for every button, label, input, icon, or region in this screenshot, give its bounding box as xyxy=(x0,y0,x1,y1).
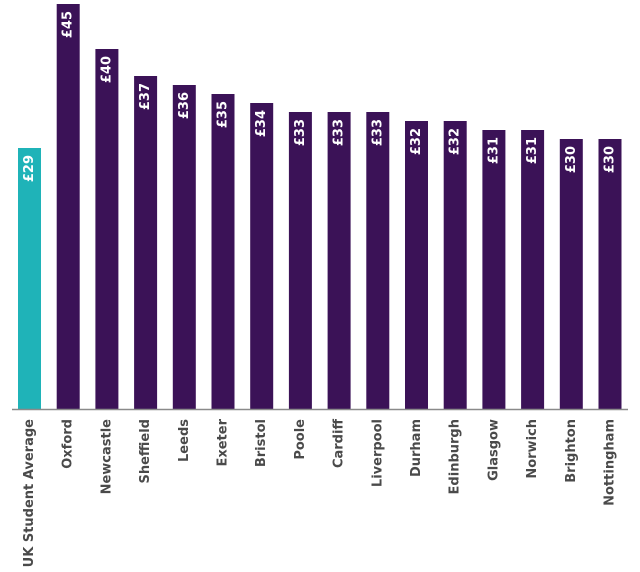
category-label: Glasgow xyxy=(486,419,501,481)
value-label: £31 xyxy=(486,137,501,164)
bar-exeter xyxy=(211,94,235,409)
bar-durham xyxy=(405,121,428,409)
category-label: Sheffield xyxy=(138,419,153,484)
bar-nottingham xyxy=(598,139,622,409)
category-label: Newcastle xyxy=(99,419,114,495)
bar-sheffield xyxy=(134,76,158,409)
bar-brighton xyxy=(559,139,583,409)
bar-norwich xyxy=(521,130,545,409)
value-label: £45 xyxy=(61,11,76,38)
bar-leeds xyxy=(172,85,196,409)
category-label: Norwich xyxy=(525,419,540,479)
category-label: Bristol xyxy=(254,419,269,467)
category-label: UK Student Average xyxy=(22,419,37,567)
category-labels-group: UK Student Average Oxford Newcastle Sheffie… xyxy=(22,418,618,567)
category-label: Leeds xyxy=(177,419,192,462)
category-label: Brighton xyxy=(564,419,579,483)
category-label: Exeter xyxy=(216,418,231,466)
value-label: £29 xyxy=(22,155,37,182)
value-label: £31 xyxy=(525,137,540,164)
category-label: Oxford xyxy=(61,419,76,469)
bars-group: £29 £45 £40 £37 £36 £35 £34 £33 £33 £33 £32 £32 £31 £… xyxy=(18,4,622,409)
bar-oxford xyxy=(56,4,80,409)
category-label: Poole xyxy=(293,419,308,460)
value-label: £30 xyxy=(564,146,579,173)
value-label: £34 xyxy=(254,110,269,137)
value-label: £37 xyxy=(138,83,153,110)
category-label: Durham xyxy=(409,419,424,477)
bar-uk-student-average xyxy=(18,148,41,409)
bar-bristol xyxy=(250,103,274,409)
category-label: Edinburgh xyxy=(448,419,463,494)
category-label: Liverpool xyxy=(370,419,385,487)
value-label: £40 xyxy=(99,56,114,83)
value-label: £36 xyxy=(177,92,192,119)
bar-edinburgh xyxy=(443,121,467,409)
bar-cardiff xyxy=(327,112,351,409)
value-label: £33 xyxy=(293,119,308,146)
value-label: £35 xyxy=(216,101,231,128)
bar-poole xyxy=(288,112,312,409)
value-label: £32 xyxy=(409,128,424,155)
value-label: £33 xyxy=(332,119,347,146)
bar-liverpool xyxy=(366,112,390,409)
value-label: £32 xyxy=(448,128,463,155)
bar-newcastle xyxy=(95,49,119,409)
value-label: £33 xyxy=(370,119,385,146)
category-label: Cardiff xyxy=(332,419,347,468)
bar-glasgow xyxy=(482,130,506,409)
category-label: Nottingham xyxy=(603,419,618,506)
value-label: £30 xyxy=(603,146,618,173)
